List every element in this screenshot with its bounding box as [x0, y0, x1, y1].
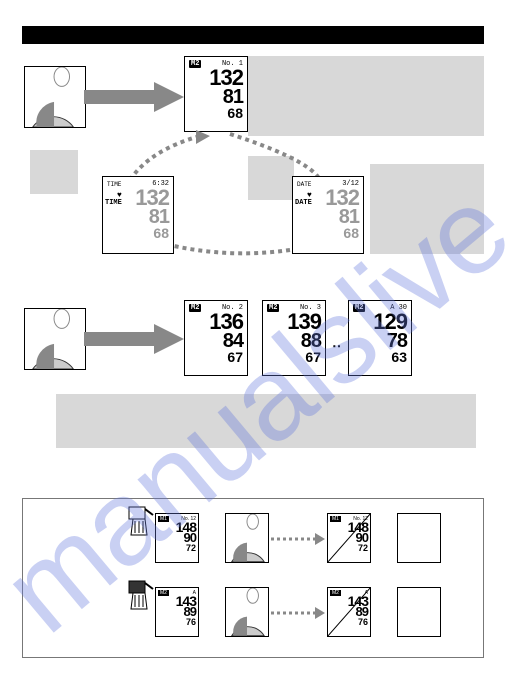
- time-label: TIME: [105, 199, 122, 207]
- mini-device-1: [225, 513, 269, 563]
- dotted-arrow-2: [271, 607, 325, 619]
- lcd-reading-2: M2 No. 2 136 84 67: [184, 300, 248, 376]
- pul-value-gray: 68: [107, 226, 169, 240]
- gray-box-1: [248, 56, 484, 136]
- trash-icon-1: [125, 505, 155, 541]
- m-badge: M2: [189, 304, 201, 312]
- pul-value-gray: 68: [297, 226, 359, 240]
- dotted-arrow-1: [271, 533, 325, 545]
- pul-value: 76: [158, 618, 196, 627]
- lcd-date: DATE 3/12 ♥ DATE 132 81 68: [292, 176, 364, 254]
- m-badge: M2: [353, 304, 365, 312]
- mini-lcd-1b: M1No. 12 148 90 72: [327, 513, 371, 563]
- device-button-1: [24, 66, 86, 128]
- delete-panel: M1No. 12 148 90 72 M1No. 12 148 90 72 M2…: [22, 498, 484, 658]
- pul-value: 63: [353, 350, 407, 364]
- m-badge: M2: [267, 304, 279, 312]
- lcd-reading-1: M2 No. 1 132 81 68: [184, 56, 248, 132]
- dia-value: 78: [353, 332, 407, 350]
- pul-value: 67: [189, 350, 243, 364]
- sys-value: 129: [353, 313, 407, 332]
- sys-value: 132: [189, 69, 243, 88]
- m-badge: M1: [158, 516, 169, 522]
- ellipsis-dots: ‥: [332, 334, 341, 351]
- mini-lcd-2a: M2A 143 89 76: [155, 587, 199, 637]
- pul-value: 72: [330, 544, 368, 553]
- m-badge: M2: [330, 590, 341, 596]
- empty-lcd-1: [397, 513, 441, 563]
- dia-value: 84: [189, 332, 243, 350]
- gray-box-4: [370, 164, 484, 254]
- mini-lcd-1a: M1No. 12 148 90 72: [155, 513, 199, 563]
- trash-icon-2: [125, 579, 155, 615]
- sys-value: 136: [189, 313, 243, 332]
- m-badge: M2: [189, 60, 201, 68]
- arrow-1: [84, 82, 184, 112]
- date-indicator: DATE: [297, 181, 311, 188]
- mini-lcd-2b: M2A 143 89 76: [327, 587, 371, 637]
- gray-box-5: [56, 394, 476, 448]
- device-button-2: [24, 308, 86, 370]
- lcd-reading-last: M2 A 30 129 78 63: [348, 300, 412, 376]
- sys-value: 139: [267, 313, 321, 332]
- empty-lcd-2: [397, 587, 441, 637]
- arrow-2: [84, 324, 184, 354]
- pul-value: 67: [267, 350, 321, 364]
- dia-value-gray: 81: [297, 208, 359, 226]
- header-bar: [22, 26, 484, 44]
- date-label: DATE: [295, 199, 312, 207]
- dia-value-gray: 81: [107, 208, 169, 226]
- m-badge: M1: [330, 516, 341, 522]
- lcd-reading-3: M2 No. 3 139 88 67: [262, 300, 326, 376]
- dia-value: 88: [267, 332, 321, 350]
- m-badge: M2: [158, 590, 169, 596]
- dia-value: 81: [189, 88, 243, 106]
- mini-device-2: [225, 587, 269, 637]
- pul-value: 68: [189, 106, 243, 120]
- pul-value: 76: [330, 618, 368, 627]
- pul-value: 72: [158, 544, 196, 553]
- lcd-time: TIME 6:32 ♥ TIME 132 81 68: [102, 176, 174, 254]
- gray-box-2: [30, 150, 78, 194]
- time-indicator: TIME: [107, 181, 121, 188]
